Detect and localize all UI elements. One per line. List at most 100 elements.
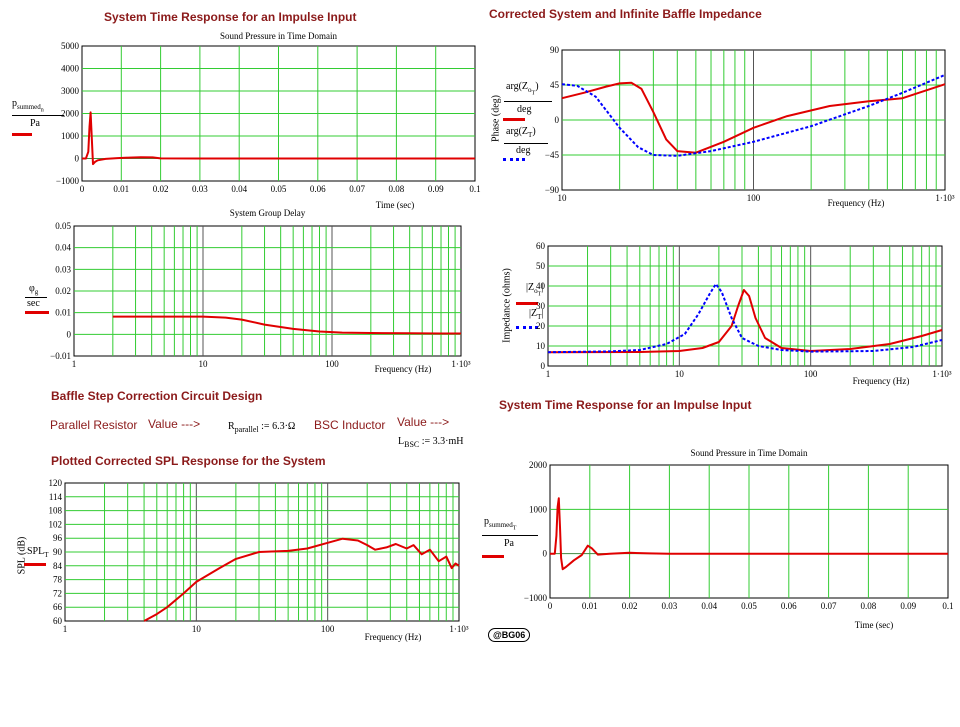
- series-line-1: [550, 497, 948, 571]
- y-tick-label: −1000: [524, 593, 548, 603]
- x-tick-label: 0.09: [900, 601, 916, 611]
- legend-group-delay-swatch: [25, 311, 49, 314]
- y-tick-label: 0: [555, 115, 560, 125]
- x-tick-label: 0.03: [192, 184, 208, 194]
- x-tick-label: 100: [804, 369, 818, 379]
- legend-phase-1-swatch: [503, 118, 525, 121]
- y-tick-label: 2000: [61, 109, 80, 119]
- x-axis-label: Time (sec): [376, 200, 414, 210]
- legend-phase-1-fraction-line: [504, 101, 552, 102]
- y-tick-label: 0.01: [55, 308, 71, 318]
- y-tick-label: 5000: [61, 41, 80, 51]
- x-tick-label: 0.02: [153, 184, 169, 194]
- ylabel-impulse-left-denominator: Pa: [30, 118, 40, 129]
- y-tick-label: 66: [53, 602, 63, 612]
- series-line-2: [561, 73, 946, 157]
- legend-impedance-2-swatch: [516, 326, 538, 329]
- legend-phase-2-swatch: [503, 158, 525, 161]
- title-bsc-design: Baffle Step Correction Circuit Design: [51, 389, 263, 403]
- y-tick-label: 4000: [61, 64, 80, 74]
- y-tick-label: 108: [49, 506, 63, 516]
- y-tick-label: 78: [53, 575, 63, 585]
- y-tick-label: 0: [75, 154, 80, 164]
- legend-impedance-2: |ZT|: [529, 308, 544, 321]
- y-tick-label: 50: [536, 261, 546, 271]
- x-axis-label: Time (sec): [855, 620, 893, 630]
- y-tick-label: 2000: [529, 460, 548, 470]
- title-plotted-spl: Plotted Corrected SPL Response for the S…: [51, 454, 326, 468]
- x-tick-label: 0.08: [389, 184, 405, 194]
- series-line-2: [547, 283, 943, 354]
- title-impulse-left: System Time Response for an Impulse Inpu…: [104, 10, 357, 24]
- y-tick-label: 20: [536, 321, 546, 331]
- y-tick-label: 0.04: [55, 243, 71, 253]
- legend-phase-2-denominator: deg: [516, 145, 531, 156]
- legend-spl-swatch: [24, 563, 46, 566]
- x-tick-label: 0.07: [821, 601, 837, 611]
- series-line-1: [112, 315, 461, 335]
- y-tick-label: 120: [49, 478, 63, 488]
- x-tick-label: 0.08: [861, 601, 877, 611]
- x-tick-label: 0.1: [942, 601, 953, 611]
- y-tick-label: −45: [545, 150, 560, 160]
- ylabel-impulse-right-fraction-line: [482, 535, 538, 536]
- y-tick-label: 84: [53, 561, 63, 571]
- y-tick-label: 45: [550, 80, 560, 90]
- y-tick-label: 96: [53, 533, 63, 543]
- legend-phase-2-fraction-line: [504, 143, 548, 144]
- y-tick-label: 1000: [529, 504, 548, 514]
- chart-title: Sound Pressure in Time Domain: [690, 448, 808, 458]
- x-tick-label: 1·10³: [932, 369, 951, 379]
- y-tick-label: 60: [53, 616, 63, 626]
- x-tick-label: 10: [199, 359, 209, 369]
- y-tick-label: −0.01: [50, 351, 71, 361]
- title-impulse-right: System Time Response for an Impulse Inpu…: [499, 398, 752, 412]
- x-tick-label: 0.06: [781, 601, 797, 611]
- x-tick-label: 0.06: [310, 184, 326, 194]
- ylabel-impulse-right-denominator: Pa: [504, 538, 514, 549]
- chart-group-delay: 0.05 0.04 0.03 0.02 0.01 0 −0.011 10 100 1·10³ Sys…: [50, 208, 471, 374]
- x-tick-label: 1·10³: [451, 359, 470, 369]
- legend-impulse-right-swatch: [482, 555, 504, 558]
- legend-spl-label: SPLT: [27, 546, 49, 559]
- x-tick-label: 100: [321, 624, 335, 634]
- series-line-1: [561, 81, 946, 154]
- series-line-1: [143, 537, 460, 622]
- x-tick-label: 0.03: [662, 601, 678, 611]
- value-arrow-1: Value --->: [148, 417, 201, 431]
- x-tick-label: 0.05: [741, 601, 757, 611]
- y-tick-label: 0.03: [55, 264, 71, 274]
- ylabel-group-delay-fraction-line: [25, 297, 47, 298]
- x-tick-label: 100: [325, 359, 339, 369]
- y-tick-label: 3000: [61, 86, 80, 96]
- y-tick-label: 60: [536, 241, 546, 251]
- x-axis-label: Frequency (Hz): [853, 376, 910, 386]
- x-tick-label: 100: [747, 193, 761, 203]
- y-tick-label: −1000: [56, 176, 80, 186]
- chart-spl: 120 114 108 102 96 90 84 78 72 66 601 10 100 1·10³ Fre…: [49, 478, 469, 642]
- ylabel-impulse-left-fraction-line: [12, 115, 64, 116]
- y-tick-label: 0: [543, 549, 548, 559]
- bsc-inductor-label: BSC Inductor: [314, 418, 386, 432]
- legend-phase-1-denominator: deg: [517, 104, 532, 115]
- title-corrected-impedance: Corrected System and Infinite Baffle Imp…: [489, 7, 762, 21]
- x-tick-label: 0.04: [231, 184, 247, 194]
- x-tick-label: 0.04: [701, 601, 717, 611]
- x-axis-label: Frequency (Hz): [365, 632, 422, 642]
- x-tick-label: 1·10³: [449, 624, 468, 634]
- value-arrow-2: Value --->: [397, 415, 450, 429]
- x-tick-label: 0: [80, 184, 85, 194]
- x-tick-label: 10: [558, 193, 568, 203]
- y-tick-label: 40: [536, 281, 546, 291]
- x-tick-label: 10: [675, 369, 685, 379]
- author-badge: @BG06: [488, 628, 531, 642]
- series-line-1: [82, 111, 475, 166]
- x-tick-label: 0.01: [582, 601, 598, 611]
- ylabel-group-delay-numerator: φg: [29, 283, 39, 296]
- x-axis-label: Frequency (Hz): [828, 198, 885, 208]
- chart-title: Sound Pressure in Time Domain: [220, 31, 338, 41]
